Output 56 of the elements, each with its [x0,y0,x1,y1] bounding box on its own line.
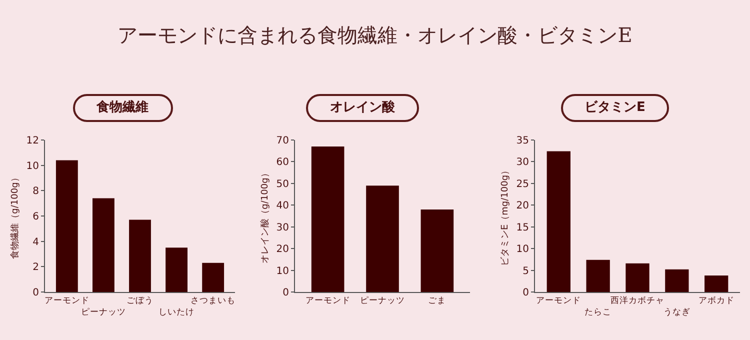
y-tick-label: 20 [276,244,289,256]
bar [704,276,728,292]
y-tick-label: 30 [516,157,529,168]
y-tick-label: 70 [276,136,289,146]
bar [129,220,151,292]
y-tick-label: 8 [32,186,39,198]
x-tick-label: たらこ [584,307,612,318]
bar [420,209,454,292]
y-tick-label: 25 [516,178,529,190]
x-tick-label: ピーナッツ [360,295,405,306]
y-tick-label: 10 [26,160,39,172]
y-tick-label: 10 [516,244,529,256]
y-tick-label: 0 [282,288,289,298]
y-axis-title: ビタミンE（mg/100g） [500,166,511,266]
x-tick-label: ごま [428,296,446,306]
bar [626,263,650,292]
x-tick-label: アーモンド [44,296,90,306]
bar [366,186,399,292]
bar [166,248,188,292]
y-axis-title: 食物繊維（g/100g） [10,173,21,259]
y-tick-label: 4 [32,236,39,248]
text: アーモンドに含まれる食物繊維・オレイン酸・ビタミンE [116,22,634,48]
y-tick-label: 35 [516,136,529,146]
y-tick-label: 40 [276,200,289,212]
x-tick-label: 西洋カボチャ [610,295,664,306]
x-tick-label: ごぼう [126,296,154,306]
bar [311,146,344,292]
y-tick-label: 0 [522,288,529,298]
y-tick-label: 60 [276,157,289,168]
x-tick-label: ピーナッツ [80,306,126,318]
bar [92,198,114,292]
x-tick-label: しいたけ [158,307,195,318]
x-tick-label: うなぎ [663,307,690,318]
y-tick-label: 15 [516,222,529,234]
y-axis-title: オレイン酸（g/100g） [260,168,271,264]
y-tick-label: 30 [276,222,289,234]
chart-title: オレイン酸 [306,94,419,122]
bar [665,269,689,292]
bar [546,151,570,292]
bar [56,160,78,292]
y-tick-label: 5 [522,266,529,277]
chart-title: ビタミンE [560,94,670,122]
y-tick-label: 0 [32,288,39,298]
chart-title: 食物繊維 [72,94,172,122]
y-tick-label: 50 [276,178,289,190]
y-tick-label: 20 [516,200,529,212]
x-tick-label: さつまいも [190,296,236,306]
x-tick-label: アーモンド [536,296,582,306]
x-tick-label: アーモンド [305,296,350,306]
bar [202,262,224,292]
bar [586,260,610,292]
y-tick-label: 10 [276,266,289,277]
x-tick-label: アボカド [698,295,734,306]
y-tick-label: 12 [26,136,39,146]
y-tick-label: 6 [32,212,39,222]
y-tick-label: 2 [32,262,39,274]
